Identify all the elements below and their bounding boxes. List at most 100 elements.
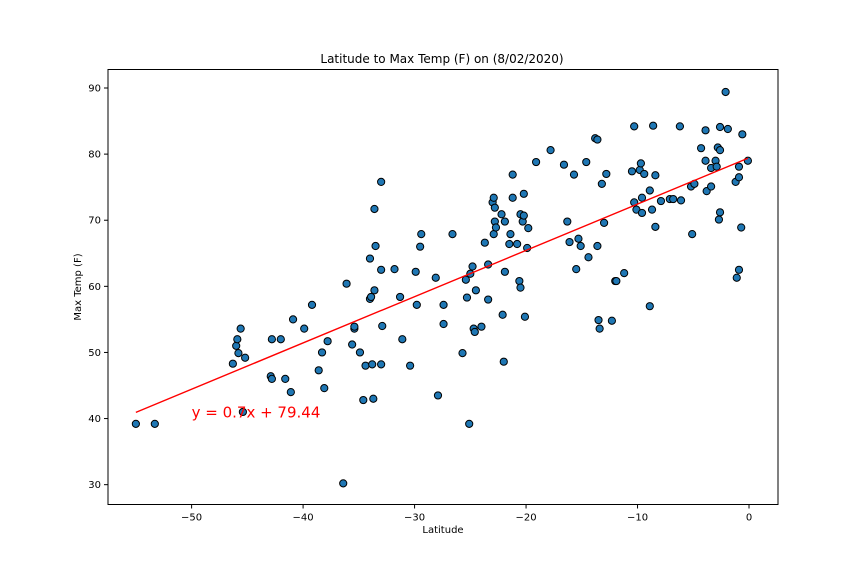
data-point	[669, 194, 678, 204]
data-point	[688, 230, 697, 239]
data-point	[489, 230, 498, 239]
data-point	[439, 319, 448, 329]
data-point	[607, 316, 616, 325]
data-point	[276, 335, 285, 344]
data-point	[465, 419, 474, 428]
data-point	[649, 121, 658, 130]
x-tick-label: −40	[293, 513, 314, 524]
data-point	[513, 239, 522, 249]
data-point	[712, 162, 721, 171]
data-point	[531, 157, 541, 167]
data-point	[520, 312, 530, 321]
data-point	[439, 300, 448, 309]
data-point	[645, 302, 654, 311]
y-tick-label: 70	[88, 216, 101, 227]
data-point	[232, 341, 241, 350]
data-point	[574, 234, 583, 243]
axes-frame	[107, 69, 779, 505]
data-point	[355, 348, 365, 357]
data-point	[300, 324, 309, 333]
data-point	[559, 160, 569, 169]
data-point	[370, 286, 379, 295]
data-point	[370, 204, 379, 214]
data-point	[701, 156, 710, 165]
data-point	[131, 419, 140, 428]
data-point	[734, 265, 744, 274]
data-point	[314, 366, 323, 375]
data-point	[366, 292, 376, 302]
data-point	[734, 162, 744, 171]
data-point	[651, 222, 660, 231]
data-point	[458, 349, 467, 358]
data-point	[563, 217, 572, 226]
data-point	[620, 269, 629, 278]
y-axis-label: Max Temp (F)	[73, 253, 84, 320]
data-point	[499, 357, 508, 366]
data-point	[378, 321, 387, 331]
data-point	[342, 279, 351, 288]
x-axis-label: Latitude	[422, 525, 463, 536]
regression-equation-label: y = 0.7x + 79.44	[192, 404, 321, 422]
data-point	[500, 217, 509, 226]
x-tick-label: 0	[746, 513, 752, 524]
data-point	[714, 215, 724, 224]
data-point	[593, 135, 602, 144]
data-point	[743, 156, 753, 165]
data-point	[707, 182, 716, 191]
data-point	[506, 230, 515, 239]
data-point	[368, 360, 377, 369]
data-point	[433, 391, 443, 400]
data-point	[630, 122, 639, 131]
data-point	[500, 267, 509, 276]
data-point	[489, 193, 498, 202]
data-point	[515, 276, 524, 286]
data-point	[519, 189, 528, 198]
data-point	[323, 337, 332, 346]
data-point	[236, 324, 245, 333]
data-point	[234, 349, 243, 358]
data-point	[371, 241, 380, 251]
data-point	[431, 273, 440, 282]
data-point	[582, 157, 591, 167]
data-point	[584, 253, 593, 262]
data-point	[640, 169, 649, 179]
data-point	[288, 315, 298, 324]
data-point	[508, 193, 517, 202]
data-point	[361, 361, 370, 370]
data-point	[471, 286, 480, 295]
regression-line	[135, 157, 749, 413]
data-point	[484, 295, 493, 304]
data-point	[576, 241, 585, 251]
data-point	[676, 196, 686, 205]
data-point	[267, 374, 276, 383]
y-axis-ticks: 30 40 50 60 70 80 90	[88, 84, 108, 491]
data-point	[656, 196, 666, 206]
x-tick-label: −30	[404, 513, 425, 524]
data-point	[508, 170, 517, 179]
data-point	[647, 205, 657, 214]
data-point	[599, 218, 609, 227]
data-point	[470, 327, 479, 337]
y-tick-label: 50	[88, 348, 101, 359]
data-point	[377, 360, 386, 369]
data-point	[546, 146, 555, 155]
y-tick-label: 30	[88, 480, 101, 491]
data-point	[228, 359, 237, 368]
data-point	[627, 167, 637, 176]
data-point	[317, 348, 327, 357]
data-point	[565, 237, 574, 247]
data-point	[286, 388, 295, 397]
data-point	[233, 335, 242, 344]
data-point	[369, 394, 378, 403]
data-point	[448, 230, 457, 239]
data-point	[238, 407, 247, 417]
data-point	[516, 283, 525, 292]
data-point	[365, 254, 375, 263]
data-point	[505, 239, 514, 249]
data-point	[738, 130, 747, 139]
data-point	[462, 293, 472, 302]
data-point	[732, 273, 741, 282]
x-tick-label: −10	[627, 513, 648, 524]
data-point	[490, 203, 499, 212]
